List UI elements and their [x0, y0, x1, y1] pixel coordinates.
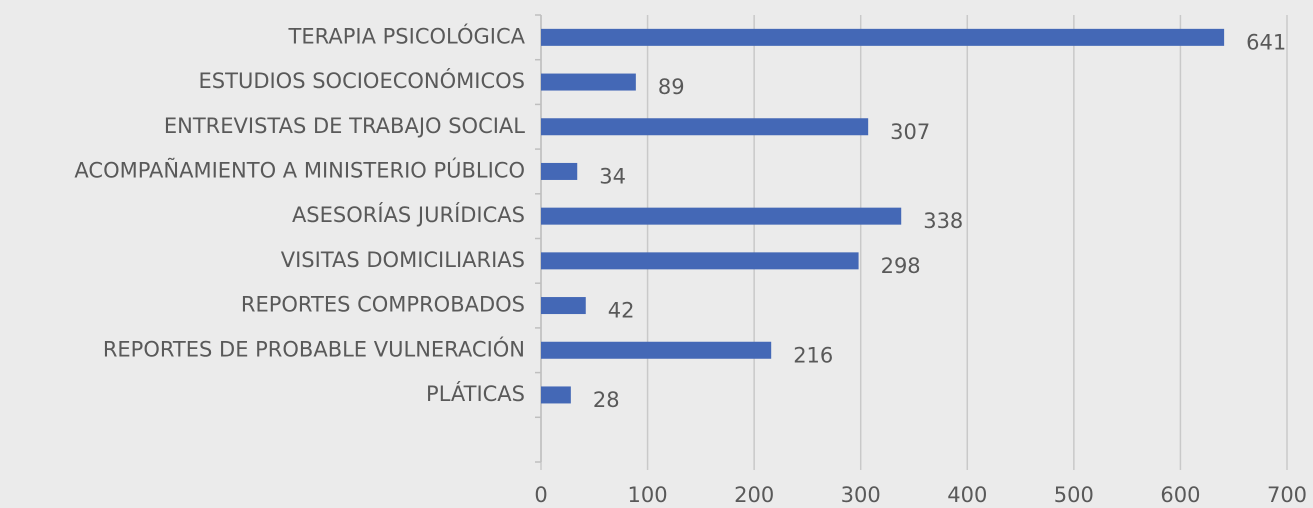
y-tick-label: ESTUDIOS SOCIOECONÓMICOS — [199, 68, 525, 93]
x-tick-label: 100 — [628, 483, 668, 507]
y-tick-label: ACOMPAÑAMIENTO A MINISTERIO PÚBLICO — [74, 156, 525, 182]
data-label: 42 — [608, 299, 635, 323]
y-tick-label: PLÁTICAS — [426, 381, 525, 406]
bar — [541, 341, 772, 359]
y-tick-label: REPORTES COMPROBADOS — [241, 293, 525, 317]
data-label: 307 — [890, 120, 930, 144]
y-tick-label: TERAPIA PSICOLÓGICA — [288, 23, 526, 48]
data-label: 28 — [593, 388, 620, 412]
x-tick-label: 700 — [1267, 483, 1307, 507]
bar — [541, 28, 1225, 46]
y-tick-label: ASESORÍAS JURÍDICAS — [292, 202, 525, 227]
data-label: 298 — [881, 254, 921, 278]
data-label: 89 — [658, 75, 685, 99]
bar — [541, 118, 869, 136]
data-label: 34 — [599, 164, 626, 188]
bar — [541, 252, 859, 270]
y-tick-label: ENTREVISTAS DE TRABAJO SOCIAL — [164, 114, 525, 138]
data-label: 216 — [793, 343, 833, 367]
data-label: 338 — [923, 209, 963, 233]
bar — [541, 162, 578, 180]
bar — [541, 207, 902, 225]
y-tick-label: REPORTES DE PROBABLE VULNERACIÓN — [103, 336, 525, 361]
x-tick-label: 600 — [1160, 483, 1200, 507]
y-tick-label: VISITAS DOMICILIARIAS — [281, 248, 525, 272]
x-tick-label: 0 — [534, 483, 547, 507]
data-label: 641 — [1246, 30, 1286, 54]
bar — [541, 386, 571, 404]
bar — [541, 297, 586, 315]
x-tick-label: 400 — [947, 483, 987, 507]
x-tick-label: 200 — [734, 483, 774, 507]
x-tick-label: 500 — [1054, 483, 1094, 507]
bar — [541, 73, 636, 91]
x-tick-label: 300 — [841, 483, 881, 507]
